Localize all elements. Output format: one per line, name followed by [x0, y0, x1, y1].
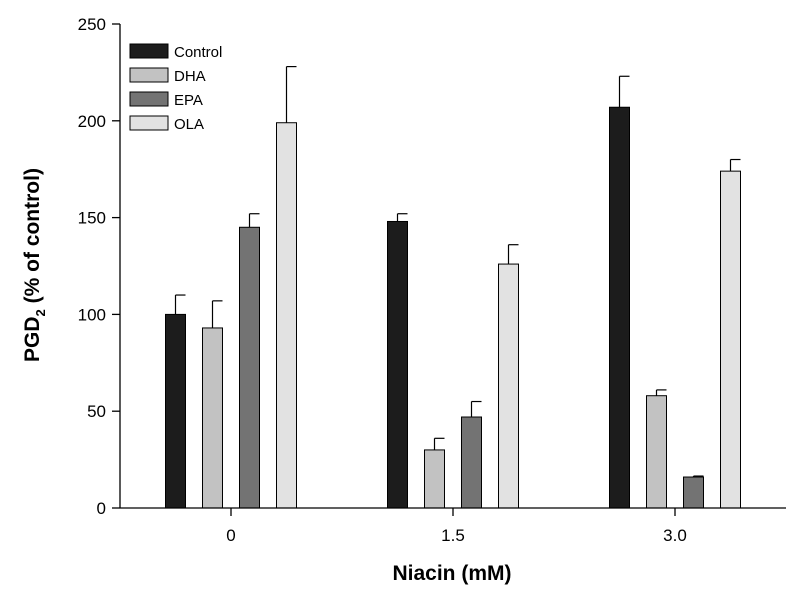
bar-dha — [202, 327, 223, 509]
legend-label-control: Control — [174, 44, 222, 61]
x-tick-label: 3.0 — [663, 526, 687, 545]
y-tick-label: 150 — [78, 209, 106, 228]
x-ticks: 0 1.5 3.0 — [226, 508, 687, 545]
bar-epa — [239, 226, 260, 509]
y-tick-label: 250 — [78, 15, 106, 34]
legend-swatch-control — [129, 43, 169, 59]
y-axis-title-rest: (% of control) — [21, 168, 44, 309]
x-axis-title: Niacin (mM) — [392, 562, 511, 585]
legend-swatch-epa — [129, 91, 169, 107]
legend-label-dha: DHA — [174, 68, 206, 85]
bar-dha — [424, 449, 445, 509]
bar-control — [387, 220, 408, 509]
legend-label-epa: EPA — [174, 92, 203, 109]
y-tick-label: 100 — [78, 305, 106, 324]
y-axis-title-subscript: 2 — [33, 309, 48, 316]
bar-epa — [461, 416, 482, 509]
bar-ola — [276, 122, 297, 509]
x-tick-label: 0 — [226, 526, 235, 545]
y-tick-label: 200 — [78, 112, 106, 131]
bar-control — [609, 106, 630, 509]
legend: Control DHA EPA OLA — [129, 43, 222, 133]
y-axis-title: PGD2 (% of control) — [21, 168, 48, 362]
y-ticks: 0 50 100 150 200 250 — [78, 15, 120, 518]
bar-ola — [720, 170, 741, 509]
legend-swatch-ola — [129, 115, 169, 131]
y-tick-label: 50 — [87, 402, 106, 421]
bar-epa — [683, 476, 704, 509]
legend-swatch-dha — [129, 67, 169, 83]
y-tick-label: 0 — [97, 499, 106, 518]
bar-ola — [498, 263, 519, 509]
bars-layer — [165, 65, 741, 509]
bar-dha — [646, 395, 667, 509]
legend-label-ola: OLA — [174, 116, 204, 133]
x-tick-label: 1.5 — [441, 526, 465, 545]
bar-control — [165, 313, 186, 509]
